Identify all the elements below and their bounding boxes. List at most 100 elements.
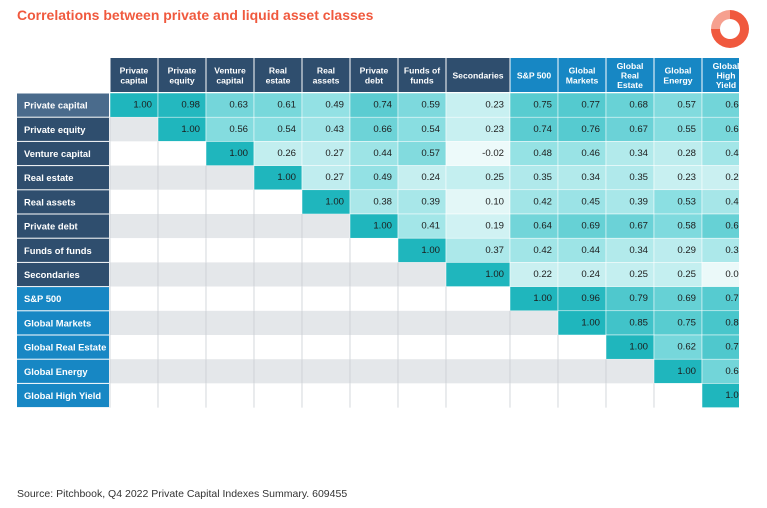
heat-value: 0.23 [677, 172, 696, 183]
heat-cell-global-markets-global-high-yield [701, 310, 739, 336]
empty-cell [158, 383, 206, 408]
heat-cell-venture-capital-global-energy [653, 141, 703, 166]
heat-cell-secondaries-secondaries [445, 262, 511, 287]
row-header-bg [17, 117, 109, 141]
heat-cell-funds-of-funds-funds-of-funds [397, 237, 447, 263]
column-header-secondaries: Secondaries [452, 71, 503, 81]
heat-value: 0.26 [277, 148, 296, 159]
row-header-bg [17, 141, 109, 166]
heat-cell-venture-capital-global-real-estate [605, 141, 655, 166]
empty-cell [110, 141, 158, 166]
empty-cell [398, 310, 446, 335]
empty-cell [254, 383, 302, 408]
column-header-bg [398, 58, 446, 92]
row-label-private-equity: Private equity [24, 124, 86, 135]
heat-value: 0.79 [725, 342, 739, 353]
column-header-global-real-estate: Real [621, 71, 639, 81]
empty-cell [206, 335, 254, 360]
column-header-sandp-500: S&P 500 [517, 71, 551, 81]
heat-value: 0.53 [677, 196, 696, 207]
column-header-global-real-estate: Global [617, 61, 644, 71]
heat-cell-global-high-yield-global-high-yield [701, 383, 739, 408]
empty-cell [158, 286, 206, 311]
empty-cell [558, 383, 606, 408]
empty-cell [254, 286, 302, 311]
column-header-bg [510, 58, 558, 92]
empty-cell [206, 214, 254, 239]
heat-value: 0.37 [485, 245, 504, 256]
empty-cell [350, 310, 398, 335]
row-header-bg [17, 166, 109, 190]
heat-value: 1.00 [325, 196, 344, 207]
empty-cell [206, 189, 254, 214]
heat-cell-private-capital-global-markets [557, 92, 607, 118]
empty-cell [302, 214, 350, 239]
row-header-bg [17, 190, 109, 214]
heat-value: 0.23 [485, 124, 504, 135]
column-header-funds-of-funds: funds [410, 75, 434, 85]
empty-cell [398, 262, 446, 287]
heat-value: 0.59 [421, 100, 440, 111]
empty-cell [110, 238, 158, 263]
heat-value: 0.35 [533, 172, 552, 183]
heat-value: 0.39 [421, 196, 440, 207]
heat-value: 0.67 [629, 124, 648, 135]
empty-cell [110, 359, 158, 384]
heat-cell-real-estate-private-debt [349, 165, 399, 191]
column-header-bg [302, 58, 350, 92]
empty-cell [606, 383, 654, 408]
row-label-venture-capital: Venture capital [24, 148, 91, 159]
empty-cell [110, 214, 158, 239]
heat-value: 0.64 [533, 221, 552, 232]
heat-cell-private-equity-venture-capital [205, 116, 255, 142]
row-header-bg [17, 287, 109, 311]
column-header-private-debt: debt [365, 75, 383, 85]
heat-value: 0.24 [421, 172, 440, 183]
heat-value: 1.00 [277, 172, 296, 183]
heat-value: 1.00 [133, 100, 152, 111]
empty-cell [110, 165, 158, 190]
heat-value: 0.25 [485, 172, 504, 183]
empty-cell [206, 262, 254, 287]
heat-value: 1.00 [181, 124, 200, 135]
empty-cell [110, 383, 158, 408]
heat-cell-sandp-500-global-energy [653, 286, 703, 312]
heat-value: 0.43 [325, 124, 344, 135]
heat-cell-private-equity-funds-of-funds [397, 116, 447, 142]
empty-cell [510, 359, 558, 384]
row-label-global-energy: Global Energy [24, 366, 88, 377]
empty-cell [110, 262, 158, 287]
empty-cell [350, 262, 398, 287]
heat-value: 0.06 [725, 269, 739, 280]
heat-value: 0.69 [677, 293, 696, 304]
empty-cell [206, 359, 254, 384]
heat-cell-private-equity-real-assets [301, 116, 351, 142]
empty-cell [254, 238, 302, 263]
heat-cell-real-assets-global-markets [557, 189, 607, 215]
empty-cell [302, 262, 350, 287]
heat-value: 0.74 [533, 124, 552, 135]
heat-cell-private-capital-venture-capital [205, 92, 255, 118]
empty-cell [158, 189, 206, 214]
heat-cell-real-assets-global-high-yield [701, 189, 739, 215]
heat-value: 0.44 [373, 148, 392, 159]
heat-cell-venture-capital-private-debt [349, 141, 399, 166]
heat-value: 0.56 [229, 124, 248, 135]
heat-cell-private-equity-global-real-estate [605, 116, 655, 142]
heat-cell-real-estate-real-estate [253, 165, 303, 191]
row-header-bg [17, 214, 109, 238]
heat-value: -0.02 [482, 148, 504, 159]
column-header-global-markets: Global [569, 66, 596, 76]
heat-value: 0.77 [581, 100, 600, 111]
column-header-bg [558, 58, 606, 92]
column-header-private-equity: Private [168, 66, 197, 76]
empty-cell [350, 383, 398, 408]
row-label-global-real-estate: Global Real Estate [24, 342, 106, 353]
heat-cell-venture-capital-venture-capital [205, 141, 255, 166]
empty-cell [158, 165, 206, 190]
heat-value: 0.69 [725, 221, 739, 232]
empty-cell [302, 238, 350, 263]
empty-cell [446, 310, 510, 335]
heat-cell-real-assets-private-debt [349, 189, 399, 215]
heat-value: 0.66 [373, 124, 392, 135]
